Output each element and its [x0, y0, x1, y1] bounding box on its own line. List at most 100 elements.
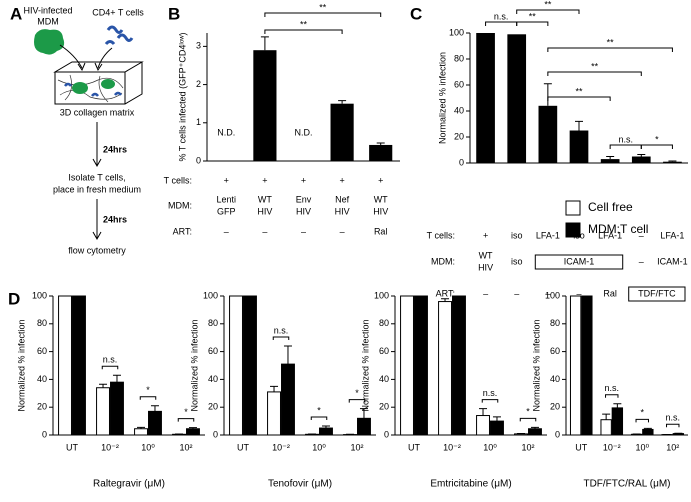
- y-tick-label: 1: [196, 117, 201, 127]
- significance-bracket: [481, 399, 499, 403]
- t-cells: [104, 25, 134, 46]
- error-bar: [137, 426, 146, 429]
- bar: [267, 391, 281, 436]
- significance-bracket: [177, 418, 195, 422]
- row-cell: WT: [374, 194, 388, 204]
- bar: [148, 410, 162, 436]
- y-tick-label: 0: [196, 155, 201, 165]
- row-cell: –: [639, 256, 644, 266]
- bar: [438, 301, 452, 436]
- bar: [72, 295, 86, 436]
- bar: [96, 387, 110, 436]
- significance-label: **: [529, 11, 537, 21]
- row-cell: +: [301, 175, 306, 185]
- y-tick-label: 100: [32, 290, 47, 300]
- error-bar: [260, 36, 269, 51]
- x-tick-label: 10⁰: [483, 442, 497, 452]
- row-cell: LFA-1: [598, 230, 622, 240]
- mdm-cell: [34, 29, 65, 55]
- y-tick-label: 0: [384, 429, 389, 439]
- row-cell: LFA-1: [660, 230, 684, 240]
- row-cell: HIV: [478, 262, 493, 272]
- y-tick-label: 80: [550, 318, 560, 328]
- significance-bracket: [547, 96, 611, 101]
- significance-label: **: [591, 61, 599, 71]
- bar: [452, 295, 466, 436]
- error-bar: [606, 156, 615, 160]
- row-cell: +: [224, 175, 229, 185]
- tcell-label: CD4+ T cells: [92, 7, 144, 17]
- significance-bracket: [139, 396, 157, 400]
- significance-label: n.s.: [604, 383, 619, 393]
- y-tick-label: 100: [374, 290, 389, 300]
- significance-label: *: [640, 408, 644, 418]
- x-axis-label: Raltegravir (μM): [93, 479, 165, 490]
- y-axis-label: Normalized % infection: [16, 319, 26, 411]
- row-cell: ICAM-1: [657, 256, 688, 266]
- error-bar: [637, 154, 646, 157]
- significance-bracket: [547, 71, 642, 76]
- bar: [569, 130, 589, 163]
- error-bar: [359, 408, 368, 419]
- y-tick-label: 0: [213, 429, 218, 439]
- arrow: [77, 62, 86, 72]
- row-cell: –: [514, 288, 519, 298]
- x-tick-label: 10⁻²: [603, 442, 621, 452]
- significance-bracket: [640, 144, 673, 149]
- y-tick-label: 80: [37, 318, 47, 328]
- row-cell: Nef: [335, 194, 350, 204]
- y-tick-label: 60: [379, 346, 389, 356]
- y-axis-label: % T cells infected (GFP⁺CD4ˡᵒʷ): [177, 32, 187, 161]
- bar: [600, 419, 612, 436]
- y-tick-label: 60: [208, 346, 218, 356]
- y-tick-label: 0: [459, 157, 464, 167]
- matrix-box: [53, 61, 144, 105]
- error-bar: [602, 413, 611, 420]
- x-tick-label: 10⁻²: [443, 442, 461, 452]
- bar: [476, 415, 490, 436]
- error-bar: [479, 408, 488, 416]
- x-tick-label: 10⁻²: [101, 442, 119, 452]
- matrix-label: 3D collagen matrix: [60, 107, 135, 117]
- arrow: [92, 122, 102, 168]
- panel-a: A HIV-infected MDM CD4+ T cells 3D colla…: [10, 4, 144, 255]
- step-label: place in fresh medium: [53, 184, 141, 194]
- error-bar: [338, 100, 347, 104]
- row-label: ART:: [436, 288, 455, 298]
- time-label: 24hrs: [103, 214, 127, 224]
- x-axis-label: TDF/FTC/RAL (μM): [583, 479, 670, 490]
- row-cell: –: [545, 288, 550, 298]
- bar: [281, 363, 295, 436]
- row-label: ART:: [173, 226, 192, 236]
- arrow: [94, 62, 103, 72]
- significance-bracket: [101, 365, 119, 370]
- significance-label: *: [146, 385, 150, 395]
- panel-label: B: [168, 4, 180, 23]
- x-axis-label: Emtricitabine (μM): [430, 479, 511, 490]
- bar: [528, 428, 542, 436]
- significance-label: **: [607, 37, 615, 47]
- bar: [581, 295, 593, 436]
- error-bar: [575, 120, 583, 131]
- significance-label: **: [300, 19, 308, 29]
- value-label: N.D.: [217, 127, 235, 137]
- significance-bracket: [485, 21, 518, 26]
- error-bar: [613, 403, 622, 408]
- y-tick-label: 40: [379, 374, 389, 384]
- y-tick-label: 0: [42, 429, 47, 439]
- significance-bracket: [272, 336, 290, 341]
- y-tick-label: 20: [454, 131, 464, 141]
- bar: [476, 33, 495, 163]
- y-axis-label: Normalized % infection: [360, 319, 370, 411]
- row-cell: Ral: [374, 226, 388, 236]
- mdm-label: MDM: [37, 16, 59, 26]
- error-bar: [530, 426, 539, 429]
- significance-bracket: [310, 416, 328, 420]
- bar: [186, 428, 200, 436]
- y-axis-label: Normalized % infection: [437, 52, 447, 144]
- y-tick-label: 2: [196, 79, 201, 89]
- row-cell: Env: [296, 194, 312, 204]
- bar: [663, 161, 682, 163]
- significance-label: **: [575, 86, 583, 96]
